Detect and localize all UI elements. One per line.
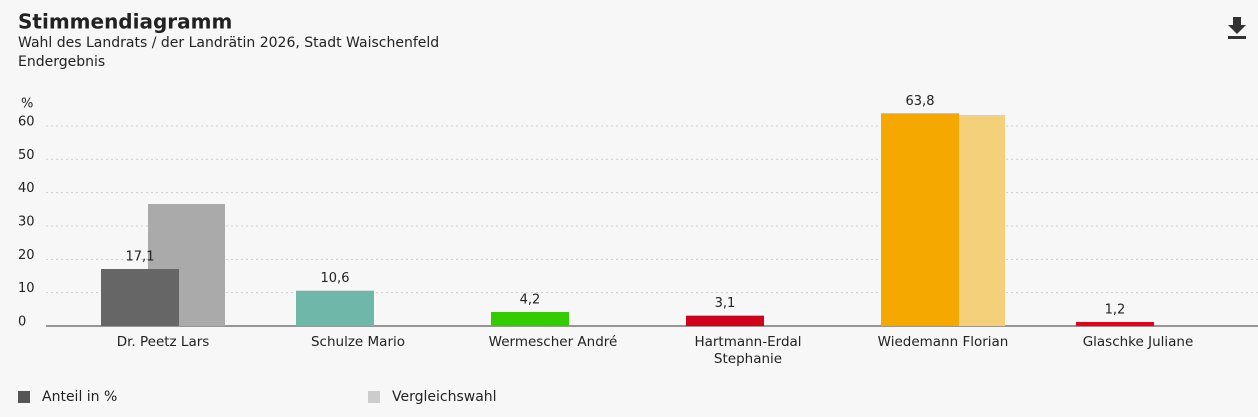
download-icon[interactable] (1228, 17, 1246, 39)
y-tick-label: 50 (18, 148, 35, 163)
y-tick-label: 10 (18, 281, 35, 296)
y-tick-label: 40 (18, 181, 35, 196)
value-label: 3,1 (715, 296, 736, 311)
bar (1076, 321, 1154, 326)
x-tick-label: Glaschke Juliane (1082, 334, 1194, 350)
y-tick-label: 60 (18, 114, 35, 129)
y-tick-label: 30 (18, 214, 35, 229)
value-label: 63,8 (906, 94, 935, 109)
legend-label: Vergleichswahl (392, 389, 497, 405)
x-tick-label: Dr. Peetz Lars (116, 334, 210, 350)
bar (491, 311, 569, 326)
bar (296, 290, 374, 326)
legend-swatch (368, 391, 380, 403)
bar (101, 268, 179, 326)
chart-title: Stimmendiagramm (18, 10, 232, 34)
y-axis-label: % (21, 97, 33, 112)
legend-label: Anteil in % (42, 389, 117, 405)
bar (881, 113, 959, 326)
chart-note: Endergebnis (18, 54, 105, 70)
chart-subtitle: Wahl des Landrats / der Landrätin 2026, … (18, 35, 439, 51)
legend-swatch (18, 391, 30, 403)
y-tick-label: 20 (18, 248, 35, 263)
y-tick-label: 0 (18, 315, 26, 330)
value-label: 1,2 (1105, 302, 1126, 317)
value-label: 10,6 (321, 271, 350, 286)
x-tick-label: Schulze Mario (310, 334, 406, 350)
x-tick-label: Hartmann-Erdal Stephanie (694, 334, 802, 367)
x-tick-label: Wiedemann Florian (877, 334, 1009, 350)
value-label: 4,2 (520, 292, 541, 307)
value-label: 17,1 (126, 249, 155, 264)
bar (686, 315, 764, 326)
x-tick-label: Wermescher André (488, 334, 618, 350)
